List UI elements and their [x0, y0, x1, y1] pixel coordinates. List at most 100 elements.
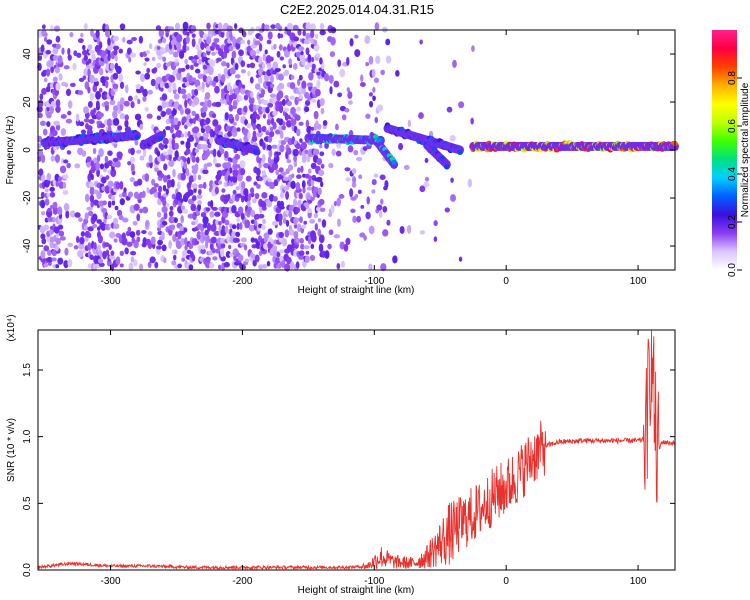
spectrogram-cell [52, 47, 59, 55]
spectrogram-cell [81, 150, 87, 157]
spectrogram-cell [188, 75, 194, 84]
spectrogram-cell [117, 125, 123, 131]
spectrogram-cell [165, 126, 171, 131]
spectrogram-cell [262, 242, 269, 250]
spectrogram-cell [354, 49, 361, 57]
spectrogram-cell [155, 25, 162, 31]
spectrogram-cell [262, 53, 267, 62]
spectrogram-cell [108, 244, 112, 251]
spectrogram-cell [194, 68, 201, 74]
spectrogram-cell [291, 173, 295, 179]
spectrogram-cell [216, 124, 222, 131]
spectrogram-cell [240, 212, 245, 220]
spectrogram-cell [269, 130, 275, 138]
spectrogram-cell [168, 159, 175, 167]
spectrogram-cell [295, 238, 300, 243]
spectrogram-cell [109, 99, 116, 106]
spectrogram-cell [269, 93, 277, 99]
spectrogram-cell [176, 41, 182, 50]
spectrogram-cell [255, 49, 261, 55]
spectrogram-cell [86, 206, 93, 211]
spectrogram-cell [237, 173, 243, 182]
spectrogram-cell [70, 210, 76, 218]
spectrogram-cell [167, 26, 175, 31]
spectrogram-cell [176, 71, 182, 81]
spectrogram-cell [182, 116, 187, 124]
spectrogram-cell [204, 92, 211, 99]
spectrogram-cell [200, 244, 206, 250]
spectrogram-cell [96, 154, 101, 162]
spectrogram-cell [76, 235, 80, 244]
spectrogram-cell [89, 186, 95, 196]
spectrogram-cell [279, 200, 285, 208]
spectrogram-cell [296, 78, 301, 86]
spectrogram-cell [92, 147, 97, 155]
spectrogram-cell [108, 231, 116, 239]
spectrogram-cell [316, 79, 321, 89]
spectrogram-cell [82, 75, 87, 80]
spectrogram-cell [58, 73, 63, 81]
spectrogram-cell [107, 200, 112, 208]
spectrogram-cell [184, 108, 191, 115]
spectrogram-cell [279, 144, 285, 153]
spectrogram-cell [305, 47, 310, 56]
spectrogram-cell [246, 63, 251, 68]
spectrogram-cell [190, 203, 197, 212]
spectrogram-cell [206, 22, 211, 30]
spectrogram-cell [288, 210, 293, 219]
spectrogram-cell [139, 73, 146, 82]
spectrogram-cell [74, 212, 81, 218]
spectrogram-cell [256, 183, 261, 189]
spectrogram-cell [228, 113, 234, 120]
spectrogram-cell [219, 237, 226, 244]
spectrogram-cell [316, 176, 323, 183]
spectrogram-cell [194, 163, 199, 172]
spectrogram-cell [278, 213, 283, 222]
spectrogram-cell [113, 223, 120, 230]
snr-line [37, 329, 675, 571]
spectrogram-cell [164, 82, 170, 89]
spectrogram-cell [80, 231, 86, 237]
spectrogram-cell [110, 168, 117, 178]
spectrogram-cell [378, 210, 383, 218]
spectrogram-cell [128, 56, 132, 63]
spectrogram-cell [373, 77, 380, 84]
spectrogram-cell [264, 49, 268, 55]
x-tick-label: -200 [232, 576, 252, 587]
spectrogram-cell [310, 29, 315, 39]
spectrogram-cell [169, 144, 173, 150]
spectrogram-cell [366, 196, 370, 205]
spectrogram-cell [266, 144, 272, 151]
spectrogram-cell [99, 250, 103, 258]
spectrogram-cell [143, 62, 147, 67]
figure-title: C2E2.2025.014.04.31.R15 [280, 2, 434, 17]
spectrogram-frame [37, 29, 676, 271]
spectrogram-cell [209, 136, 214, 144]
spectrogram-cell [163, 211, 168, 220]
spectrogram-cell [191, 33, 196, 38]
spectrogram-cell [40, 44, 45, 53]
spectrogram-cell [154, 261, 159, 269]
spectrogram-cell [186, 249, 192, 254]
spectrogram-cell [63, 65, 70, 70]
spectrogram-cell [380, 198, 384, 205]
spectrogram-cell [65, 88, 72, 97]
spectrogram-cell [457, 149, 463, 155]
spectrogram-cell [161, 100, 168, 109]
spectrogram-cell [135, 83, 142, 90]
spectrogram-cell [87, 86, 91, 94]
spectrogram-cell [246, 122, 252, 129]
spectrogram-cell [99, 87, 103, 93]
spectrogram-cell [192, 117, 196, 125]
spectrogram-cell [266, 260, 271, 267]
spectrogram-cell [341, 114, 347, 121]
spectrogram-cell [261, 125, 267, 133]
spectrogram-cell [104, 185, 110, 194]
spectrogram-cell [72, 62, 77, 71]
spectrogram-cell [385, 55, 392, 64]
spectrogram-cell [174, 249, 178, 255]
spectrogram-cell [182, 44, 187, 53]
spectrogram-cell [118, 48, 124, 54]
spectrogram-cell [188, 134, 195, 142]
spectrogram-cell [392, 255, 398, 264]
